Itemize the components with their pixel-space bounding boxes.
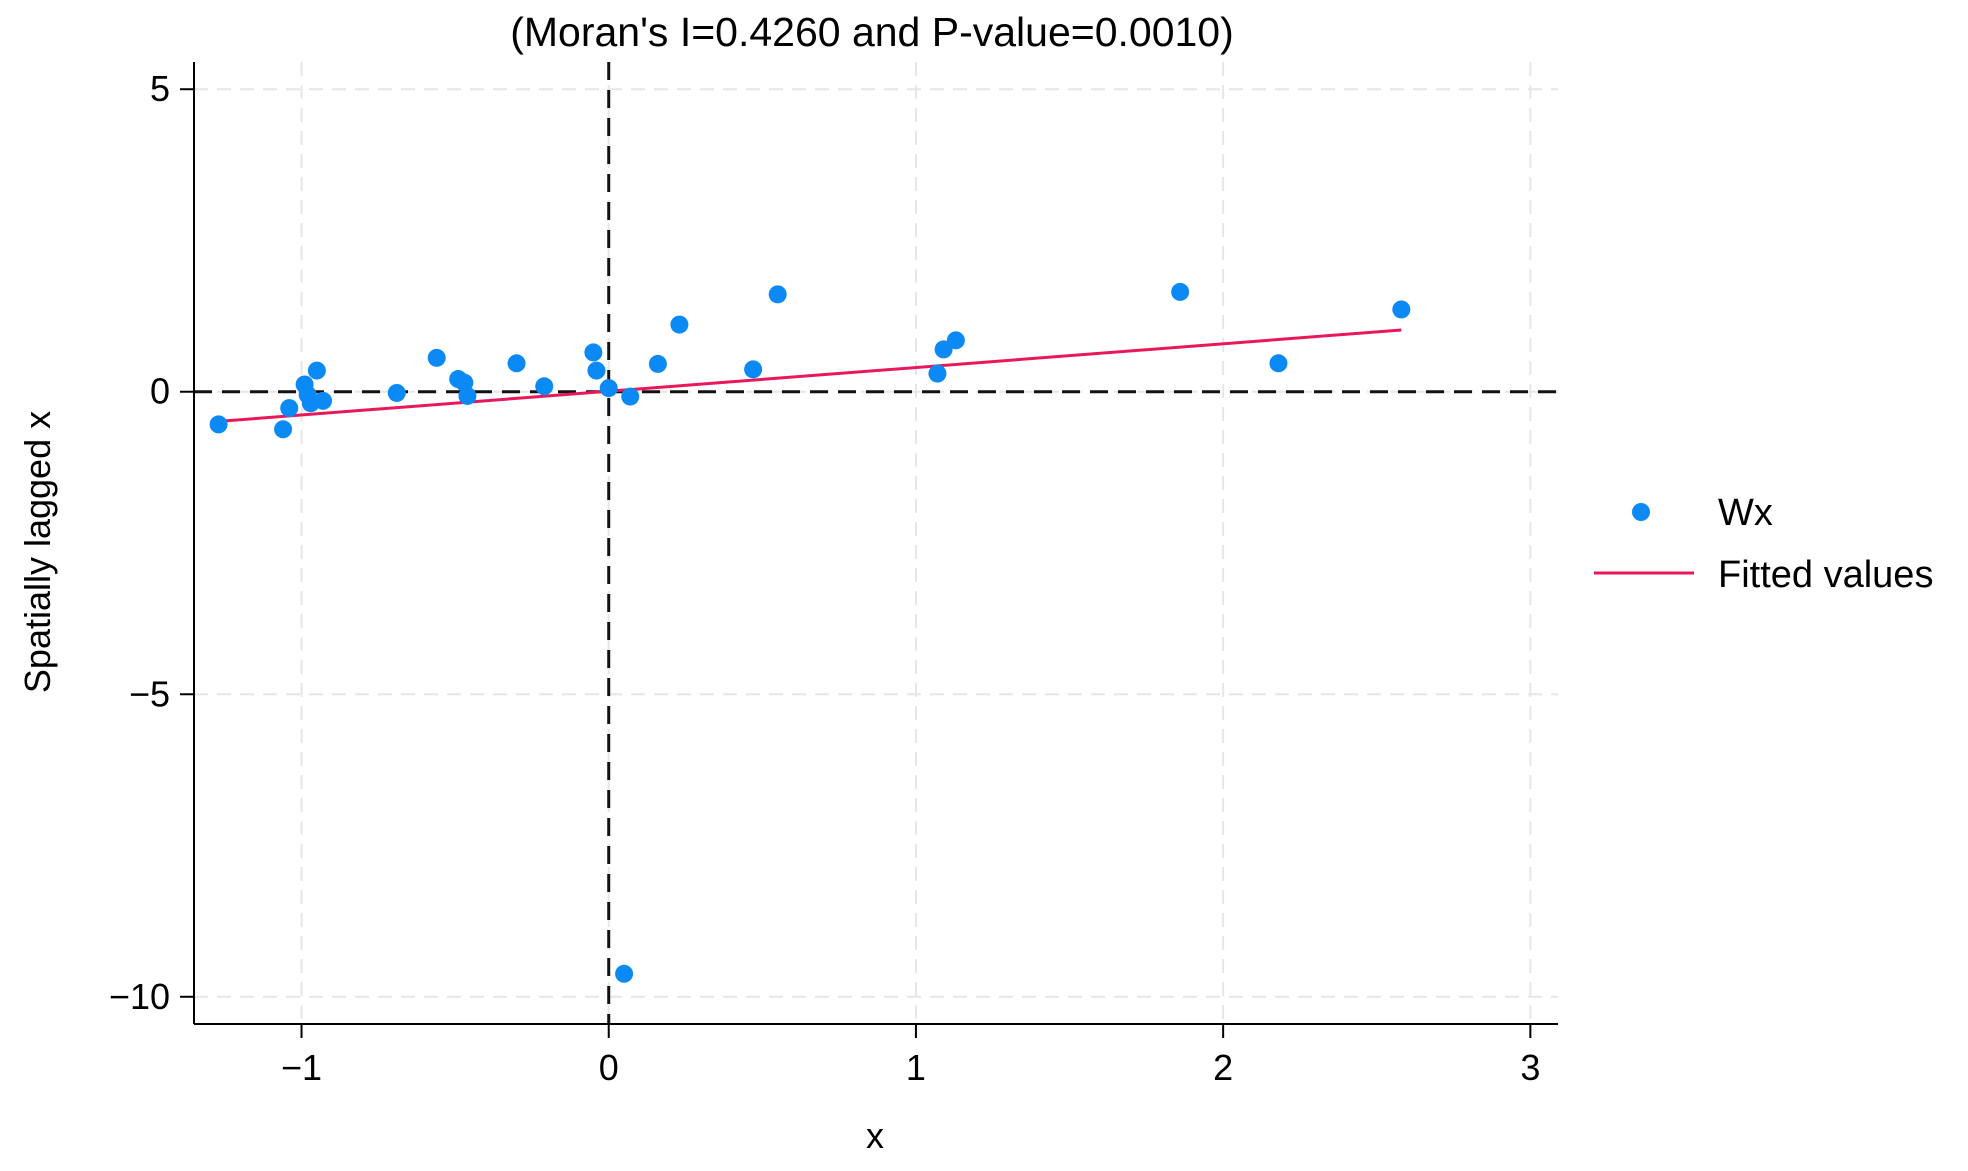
scatter-point-wx (587, 361, 606, 380)
grid-layer (194, 62, 1558, 1024)
fitted-line-layer (218, 328, 1402, 423)
scatter-point-wx (1392, 300, 1411, 319)
y-tick-label: −10 (109, 976, 170, 1017)
scatter-point-wx (387, 383, 406, 402)
scatter-point-wx (314, 391, 333, 410)
scatter-point-wx (209, 415, 228, 434)
x-axis-label: x (866, 1115, 884, 1156)
scatter-point-wx (427, 348, 446, 367)
legend-marker-wx (1632, 503, 1650, 521)
scatter-point-wx (274, 420, 293, 439)
scatter-point-wx (670, 315, 689, 334)
scatter-point-wx (615, 964, 634, 983)
scatter-point-wx (584, 343, 603, 362)
fitted-values-line (218, 328, 1402, 423)
legend-label-fitted: Fitted values (1718, 554, 1933, 596)
scatter-point-wx (648, 354, 667, 373)
x-tick-label: −1 (281, 1047, 322, 1088)
tick-labels: −1 0 1 2 3−10−505 (109, 68, 1540, 1088)
chart-title: (Moran's I=0.4260 and P-value=0.0010) (510, 9, 1234, 55)
x-tick-label: 3 (1520, 1047, 1540, 1088)
x-tick-label: 1 (906, 1047, 926, 1088)
scatter-point-wx (307, 361, 326, 380)
scatter-point-wx (507, 354, 526, 373)
scatter-point-wx (535, 377, 554, 396)
legend: Wx Fitted values (1594, 492, 1933, 596)
scatter-point-wx (928, 364, 947, 383)
legend-label-wx: Wx (1718, 492, 1773, 534)
scatter-point-wx (744, 360, 763, 379)
x-tick-label: 0 (599, 1047, 619, 1088)
y-tick-label: −5 (129, 673, 170, 714)
axes (180, 62, 1558, 1038)
scatter-point-wx (768, 285, 787, 304)
scatter-points-layer (209, 282, 1411, 983)
reference-lines (194, 62, 1558, 1024)
scatter-point-wx (1171, 282, 1190, 301)
x-tick-label: 2 (1213, 1047, 1233, 1088)
scatter-point-wx (458, 386, 477, 405)
scatter-point-wx (280, 399, 299, 418)
scatter-point-wx (1269, 354, 1288, 373)
scatter-point-wx (934, 340, 953, 359)
scatter-point-wx (946, 331, 965, 350)
scatter-point-wx (599, 379, 618, 398)
y-tick-label: 5 (150, 68, 170, 109)
y-tick-label: 0 (150, 371, 170, 412)
y-axis-label: Spatially lagged x (17, 411, 58, 693)
scatter-point-wx (621, 387, 640, 406)
